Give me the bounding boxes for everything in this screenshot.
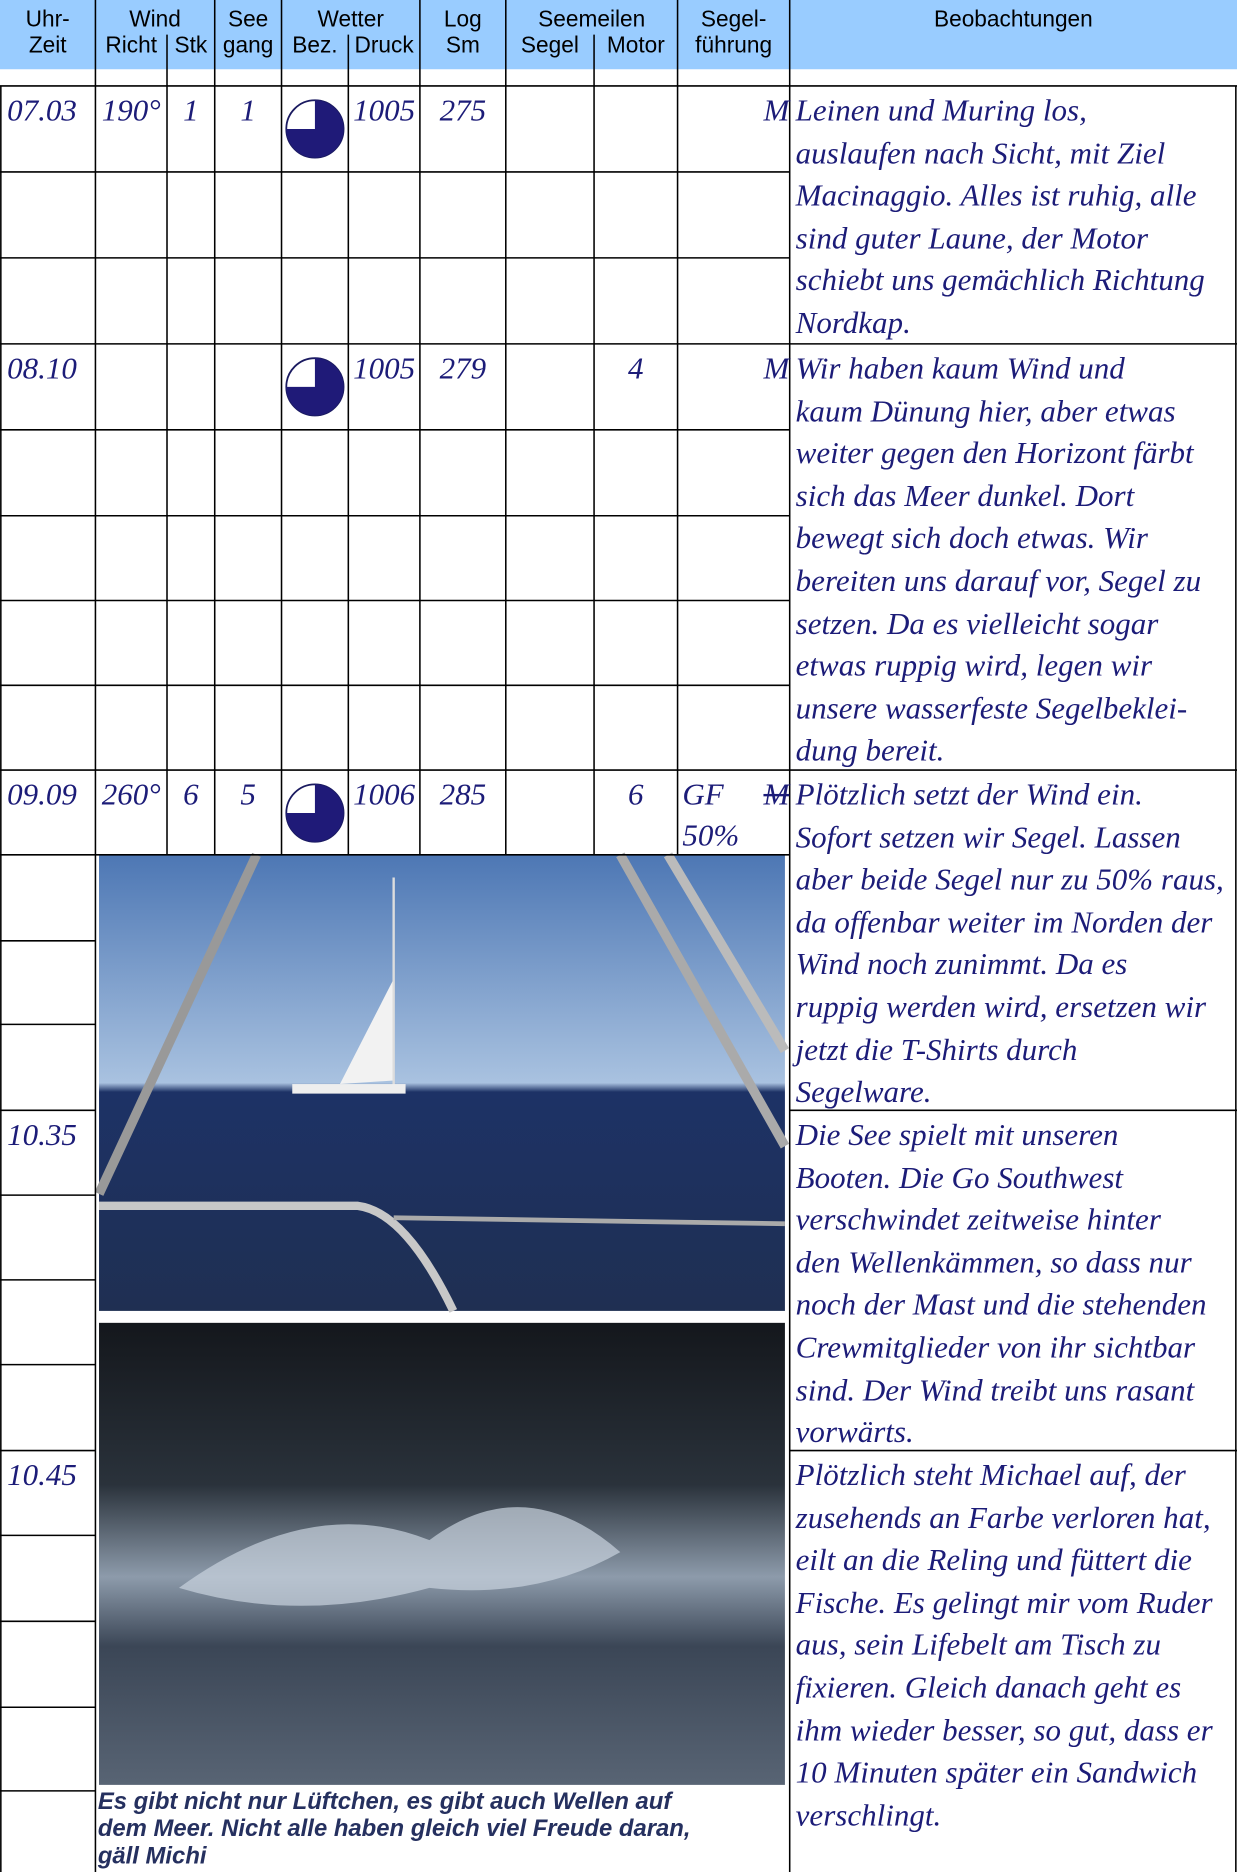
observation-line: 10 Minuten später ein Sandwich (795, 1755, 1198, 1790)
observation-line: eilt an die Reling und füttert die (795, 1542, 1192, 1578)
observation-line: Crewmitglieder von ihr sichtbar (795, 1330, 1196, 1365)
wind-force: 6 (183, 777, 199, 812)
observation-line: Fische. Es gelingt mir vom Ruder (795, 1585, 1213, 1620)
observation-line: fixieren. Gleich danach geht es (795, 1670, 1182, 1705)
observation-line: den Wellenkämmen, so dass nur (795, 1244, 1192, 1280)
observation-line: Plötzlich steht Michael auf, der (795, 1457, 1186, 1493)
header: Richt (105, 33, 158, 59)
observation-line: Leinen und Muring los, (795, 93, 1087, 128)
observation-line: schiebt uns gemächlich Richtung (795, 263, 1205, 298)
header-text: Uhr- (25, 7, 70, 33)
observation-line: aus, sein Lifebelt am Tisch zu (795, 1627, 1161, 1663)
observation-line: Macinaggio. Alles ist ruhig, alle (795, 178, 1197, 213)
header: Stk (174, 33, 208, 59)
time: 07.03 (7, 93, 77, 128)
photo-sailboat (99, 854, 785, 1311)
sails: 50% (682, 817, 740, 853)
observation-line: kaum Dünung hier, aber etwas (795, 393, 1176, 429)
miles-motor: 6 (628, 777, 644, 812)
header: Druck (354, 33, 414, 59)
header-text: Log (443, 7, 482, 33)
observation-line: ihm wieder besser, so gut, dass er (795, 1712, 1213, 1748)
header: Seemeilen (538, 7, 646, 33)
observation-line: verschlingt. (795, 1797, 942, 1833)
header-text: führung (695, 33, 773, 59)
observation-line: zusehends an Farbe verloren hat, (795, 1500, 1211, 1535)
observation-line: Plötzlich setzt der Wind ein. (795, 777, 1143, 812)
observation-line: noch der Mast und die stehenden (795, 1287, 1207, 1323)
log: 279 (439, 351, 487, 386)
pressure: 1006 (353, 777, 416, 812)
sails: M (763, 93, 790, 128)
observation-line: ruppig werden wird, ersetzen wir (795, 989, 1207, 1025)
wind-force: 1 (183, 93, 199, 128)
header-text: Zeit (28, 33, 67, 59)
pressure: 1005 (353, 351, 416, 386)
observation-line: sich das Meer dunkel. Dort (795, 478, 1135, 514)
time: 10.35 (7, 1117, 77, 1153)
header: Wind (129, 7, 181, 33)
header: Motor (606, 33, 665, 59)
sea: 5 (240, 777, 256, 812)
header-text: gang (222, 33, 274, 59)
observation-line: unsere wasserfeste Segelbeklei- (795, 691, 1188, 726)
observation-line: vorwärts. (795, 1414, 914, 1450)
weather-fill (286, 784, 344, 842)
wind-dir: 190° (101, 93, 161, 128)
log: 285 (439, 777, 487, 812)
observation-line: bereiten uns darauf vor, Segel zu (795, 563, 1202, 599)
observation-line: Wir haben kaum Wind und (795, 351, 1125, 386)
time: 10.45 (7, 1457, 77, 1493)
weather-fill (286, 100, 344, 158)
observation-line: sind guter Laune, der Motor (795, 220, 1149, 256)
observation-line: auslaufen nach Sicht, mit Ziel (795, 135, 1166, 171)
observation-line: aber beide Segel nur zu 50% raus, (795, 862, 1224, 897)
caption: dem Meer. Nicht alle haben gleich viel F… (97, 1815, 691, 1843)
wind-dir: 260° (101, 777, 161, 812)
observation-line: Die See spielt mit unseren (795, 1117, 1119, 1153)
observation-line: Wind noch zunimmt. Da es (795, 947, 1128, 982)
sails: GF (682, 777, 724, 812)
observation-line: Segelware. (795, 1074, 932, 1110)
sails: M (763, 351, 790, 386)
header: Uhr- Zeit (0, 7, 95, 60)
time: 09.09 (7, 777, 77, 812)
time: 08.10 (7, 351, 77, 386)
observation-line: weiter gegen den Horizont färbt (795, 435, 1194, 471)
observation-line: Sofort setzen wir Segel. Lassen (795, 819, 1181, 855)
header-text: Segel- (700, 7, 767, 33)
sails-struck: M (763, 777, 790, 812)
sea: 1 (240, 93, 256, 128)
header-text: See (227, 7, 269, 33)
observation-line: Booten. Die Go Southwest (795, 1159, 1124, 1195)
observation-line: dung bereit. (795, 733, 945, 769)
observation-line: setzen. Da es vielleicht sogar (795, 606, 1159, 641)
caption: gäll Michi (97, 1843, 207, 1870)
header-text: Sm (445, 33, 480, 59)
observation-line: sind. Der Wind treibt uns rasant (795, 1372, 1195, 1408)
header: Bez. (292, 33, 338, 59)
observation-line: verschwindet zeitweise hinter (795, 1202, 1161, 1238)
header: Segel (520, 33, 579, 59)
observation-line: etwas ruppig wird, legen wir (795, 648, 1153, 684)
observation-line: Nordkap. (795, 305, 911, 341)
observation-line: bewegt sich doch etwas. Wir (795, 521, 1148, 556)
observation-line: jetzt die T-Shirts durch (795, 1032, 1078, 1067)
observation-line: da offenbar weiter im Norden der (795, 904, 1213, 940)
log: 275 (439, 93, 487, 128)
weather-fill (286, 358, 344, 416)
caption: Es gibt nicht nur Lüftchen, es gibt auch… (97, 1788, 672, 1815)
pressure: 1005 (353, 93, 416, 128)
header: Beobachtungen (933, 7, 1093, 33)
header: Wetter (317, 7, 384, 33)
miles-motor: 4 (628, 351, 644, 386)
